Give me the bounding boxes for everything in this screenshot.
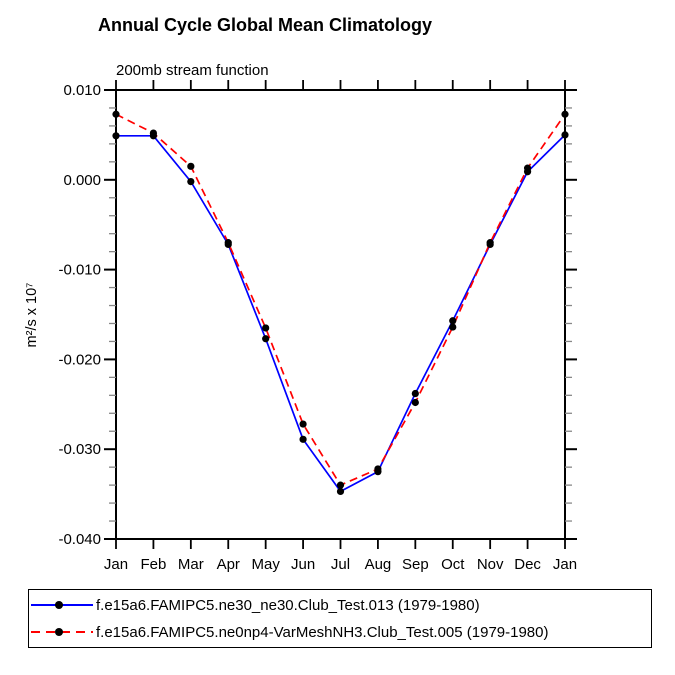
- y-tick-label: -0.010: [58, 262, 101, 279]
- chart-subtitle: 200mb stream function: [116, 62, 269, 79]
- series-2-marker: [187, 162, 195, 170]
- x-tick-label: Nov: [477, 556, 504, 573]
- x-tick-label: Jan: [553, 556, 577, 573]
- series-2-marker: [299, 420, 307, 428]
- series-1-marker: [187, 177, 195, 186]
- axes-layer: [104, 80, 577, 549]
- plot-frame: [115, 89, 566, 540]
- series-1-marker: [112, 132, 120, 140]
- series-line-1: [116, 134, 566, 493]
- series-2-marker: [224, 239, 232, 247]
- series-line-2: [115, 113, 566, 487]
- series-2-marker: [149, 129, 158, 137]
- x-tick-label: Jun: [291, 556, 315, 573]
- series-2-marker: [262, 324, 270, 332]
- legend-sample-series1: [31, 601, 93, 609]
- series-2-marker: [561, 110, 569, 118]
- series-2-marker: [374, 465, 382, 473]
- x-tick-label: Sep: [402, 556, 429, 573]
- y-axis-title: m²/s x 10⁷: [24, 283, 40, 348]
- y-tick-label: -0.030: [58, 441, 101, 458]
- series-1-marker: [262, 335, 270, 343]
- y-tick-label: 0.000: [63, 172, 101, 189]
- x-tick-label: Jan: [104, 556, 128, 573]
- series-1-marker: [561, 131, 569, 139]
- y-tick-label: -0.020: [58, 351, 101, 368]
- x-tick-label: Jul: [331, 556, 350, 573]
- x-tick-label: Apr: [217, 556, 240, 573]
- x-tick-label: Aug: [365, 556, 392, 573]
- series-layer: [112, 110, 569, 496]
- x-tick-label: Mar: [178, 556, 204, 573]
- chart-title: Annual Cycle Global Mean Climatology: [97, 15, 433, 35]
- series-2-marker: [449, 323, 457, 331]
- series-2-marker: [336, 481, 345, 489]
- series-2-marker: [112, 110, 120, 118]
- legend-label-series1: f.e15a6.FAMIPC5.ne30_ne30.Club_Test.013 …: [96, 596, 480, 614]
- series-2-marker: [523, 164, 532, 172]
- x-tick-label: Feb: [140, 556, 166, 573]
- series-1-marker: [336, 487, 345, 496]
- x-tick-label: Oct: [441, 556, 465, 573]
- x-tick-label: Dec: [514, 556, 541, 573]
- y-tick-label: 0.010: [63, 82, 101, 99]
- series-1-marker: [449, 317, 457, 325]
- x-tick-label: May: [251, 556, 280, 573]
- legend: f.e15a6.FAMIPC5.ne30_ne30.Club_Test.013 …: [28, 589, 652, 648]
- series-1-marker: [299, 435, 307, 443]
- legend-sample-series2: [31, 628, 93, 636]
- legend-item-series2: f.e15a6.FAMIPC5.ne0np4-VarMeshNH3.Club_T…: [31, 620, 651, 644]
- series1-marker-dot: [55, 601, 63, 609]
- series-2-marker: [486, 239, 494, 247]
- series-1-marker: [411, 389, 419, 398]
- series2-marker-dot: [55, 628, 63, 636]
- y-tick-label: -0.040: [58, 531, 101, 548]
- legend-item-series1: f.e15a6.FAMIPC5.ne30_ne30.Club_Test.013 …: [31, 593, 651, 617]
- series-2-marker: [411, 398, 419, 407]
- legend-label-series2: f.e15a6.FAMIPC5.ne0np4-VarMeshNH3.Club_T…: [96, 623, 549, 641]
